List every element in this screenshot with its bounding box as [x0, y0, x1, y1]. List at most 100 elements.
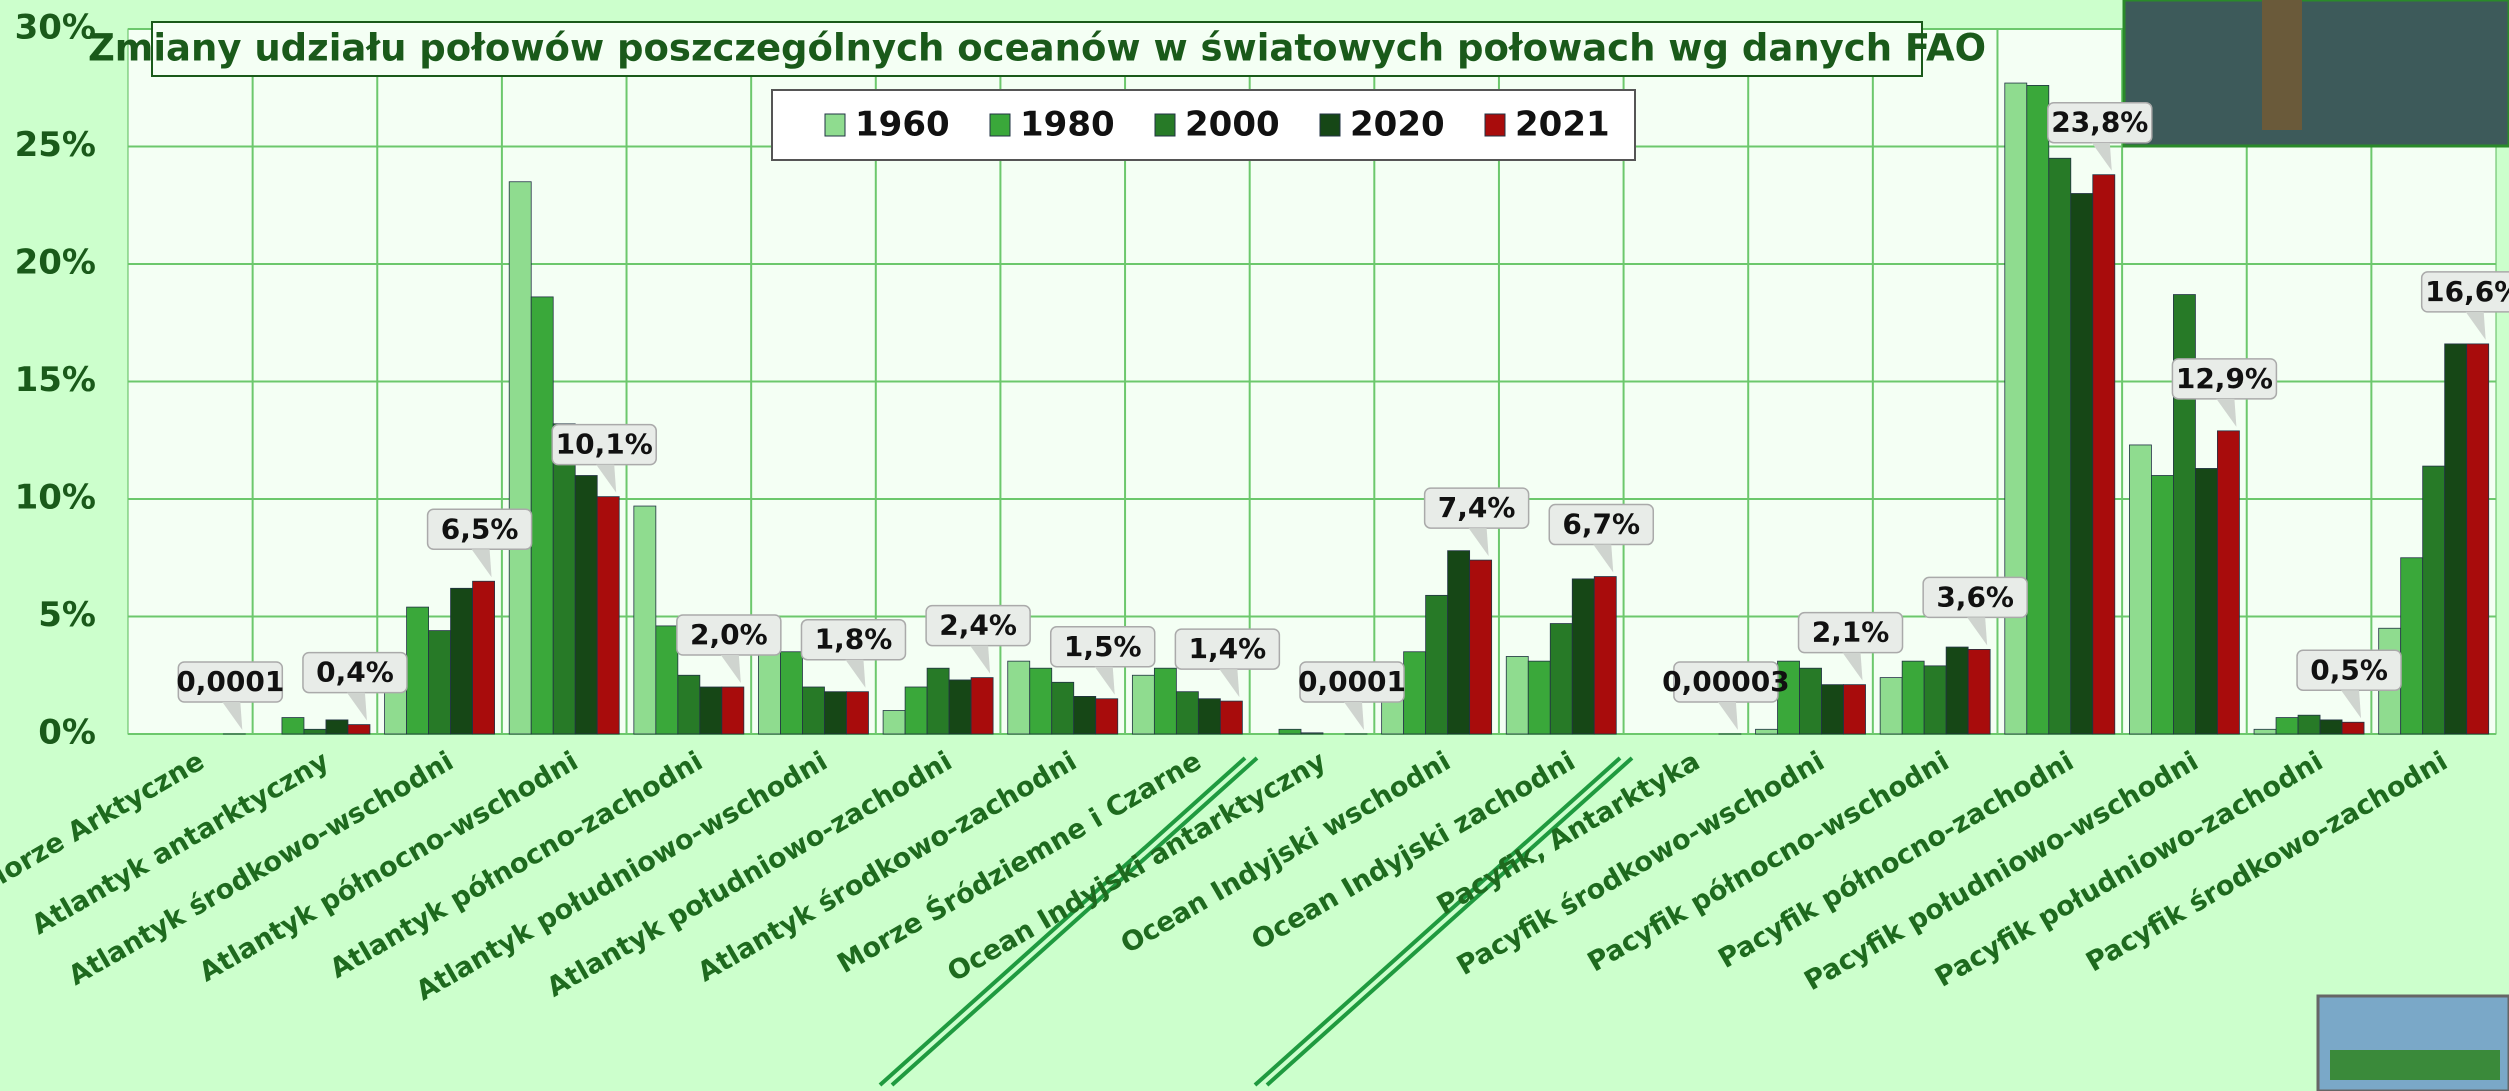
bar — [802, 687, 824, 734]
bar — [304, 729, 326, 734]
photo — [2124, 0, 2509, 146]
bar — [2195, 468, 2217, 734]
bar — [451, 588, 473, 734]
bar — [1880, 678, 1902, 734]
bar — [575, 476, 597, 735]
bar — [2093, 175, 2115, 734]
legend-label: 1980 — [1020, 105, 1115, 145]
data-label: 3,6% — [1936, 580, 2014, 613]
y-tick-label: 0% — [38, 713, 96, 753]
bar — [634, 506, 656, 734]
legend-swatch — [825, 114, 845, 136]
bar — [2027, 85, 2049, 734]
data-label: 2,0% — [690, 618, 768, 651]
bar — [2320, 720, 2342, 734]
bar — [1220, 701, 1242, 734]
bar — [1074, 696, 1096, 734]
bar — [407, 607, 429, 734]
chart: Zmiany udziału połowów poszczególnych oc… — [0, 0, 2509, 1091]
data-label: 0,0001 — [1298, 665, 1406, 698]
y-tick-label: 10% — [15, 478, 96, 518]
bar — [1756, 729, 1778, 734]
legend-label: 2021 — [1515, 105, 1610, 145]
bar — [2276, 718, 2298, 734]
bar — [1176, 692, 1198, 734]
data-label: 1,8% — [815, 623, 893, 656]
bar — [531, 297, 553, 734]
data-label: 0,5% — [2310, 653, 2388, 686]
data-label: 12,9% — [2176, 362, 2273, 395]
bar — [2071, 194, 2093, 735]
bar — [2401, 558, 2423, 734]
data-label: 16,6% — [2425, 275, 2509, 308]
bar — [846, 692, 868, 734]
bar — [509, 182, 531, 734]
bar — [780, 652, 802, 734]
bar — [722, 687, 744, 734]
bar — [971, 678, 993, 734]
bar — [348, 725, 370, 734]
bar — [1844, 685, 1866, 734]
bar — [1030, 668, 1052, 734]
bar — [1822, 685, 1844, 734]
bar — [282, 718, 304, 734]
bar — [2423, 466, 2445, 734]
logo-land — [2330, 1050, 2500, 1080]
legend-label: 2000 — [1185, 105, 1280, 145]
bar — [2298, 715, 2320, 734]
photo-figure — [2262, 0, 2302, 130]
data-label: 1,5% — [1064, 630, 1142, 663]
bar — [905, 687, 927, 734]
data-label: 6,5% — [441, 512, 519, 545]
y-tick-label: 15% — [15, 360, 96, 400]
data-label: 6,7% — [1562, 508, 1640, 541]
bar — [1008, 661, 1030, 734]
page: Zmiany udziału połowów poszczególnych oc… — [0, 0, 2509, 1091]
data-label: 10,1% — [556, 428, 653, 461]
bar — [1096, 699, 1118, 734]
bar — [1594, 577, 1616, 734]
bar — [758, 649, 780, 734]
bar — [927, 668, 949, 734]
bar — [1800, 668, 1822, 734]
bar — [1902, 661, 1924, 734]
bar — [2467, 344, 2489, 734]
bar — [700, 687, 722, 734]
bar — [2151, 476, 2173, 735]
bar — [2217, 431, 2239, 734]
bar — [553, 424, 575, 734]
bar — [1404, 652, 1426, 734]
bar — [385, 687, 407, 734]
bar — [326, 720, 348, 734]
bar — [1426, 595, 1448, 734]
bar — [1301, 733, 1323, 734]
data-label: 0,00003 — [1662, 665, 1790, 698]
bar — [656, 626, 678, 734]
data-label: 0,4% — [316, 656, 394, 689]
bar — [1550, 624, 1572, 734]
bar — [883, 711, 905, 735]
data-label: 0,0001 — [176, 665, 284, 698]
bar — [824, 692, 846, 734]
bar — [2005, 83, 2027, 734]
y-tick-label: 20% — [15, 243, 96, 283]
bar — [2254, 729, 2276, 734]
data-label: 23,8% — [2051, 106, 2148, 139]
bar — [1132, 675, 1154, 734]
bar — [1052, 682, 1074, 734]
bar — [1968, 649, 1990, 734]
legend-swatch — [1155, 114, 1175, 136]
bar — [1279, 729, 1301, 734]
y-tick-label: 25% — [15, 125, 96, 165]
bar — [429, 631, 451, 734]
legend-swatch — [1320, 114, 1340, 136]
bar — [1470, 560, 1492, 734]
bar — [2129, 445, 2151, 734]
bar — [1528, 661, 1550, 734]
legend-swatch — [1485, 114, 1505, 136]
y-tick-label: 30% — [15, 8, 96, 48]
y-tick-label: 5% — [38, 595, 96, 635]
bar — [2445, 344, 2467, 734]
bar — [2049, 158, 2071, 734]
bar — [1198, 699, 1220, 734]
